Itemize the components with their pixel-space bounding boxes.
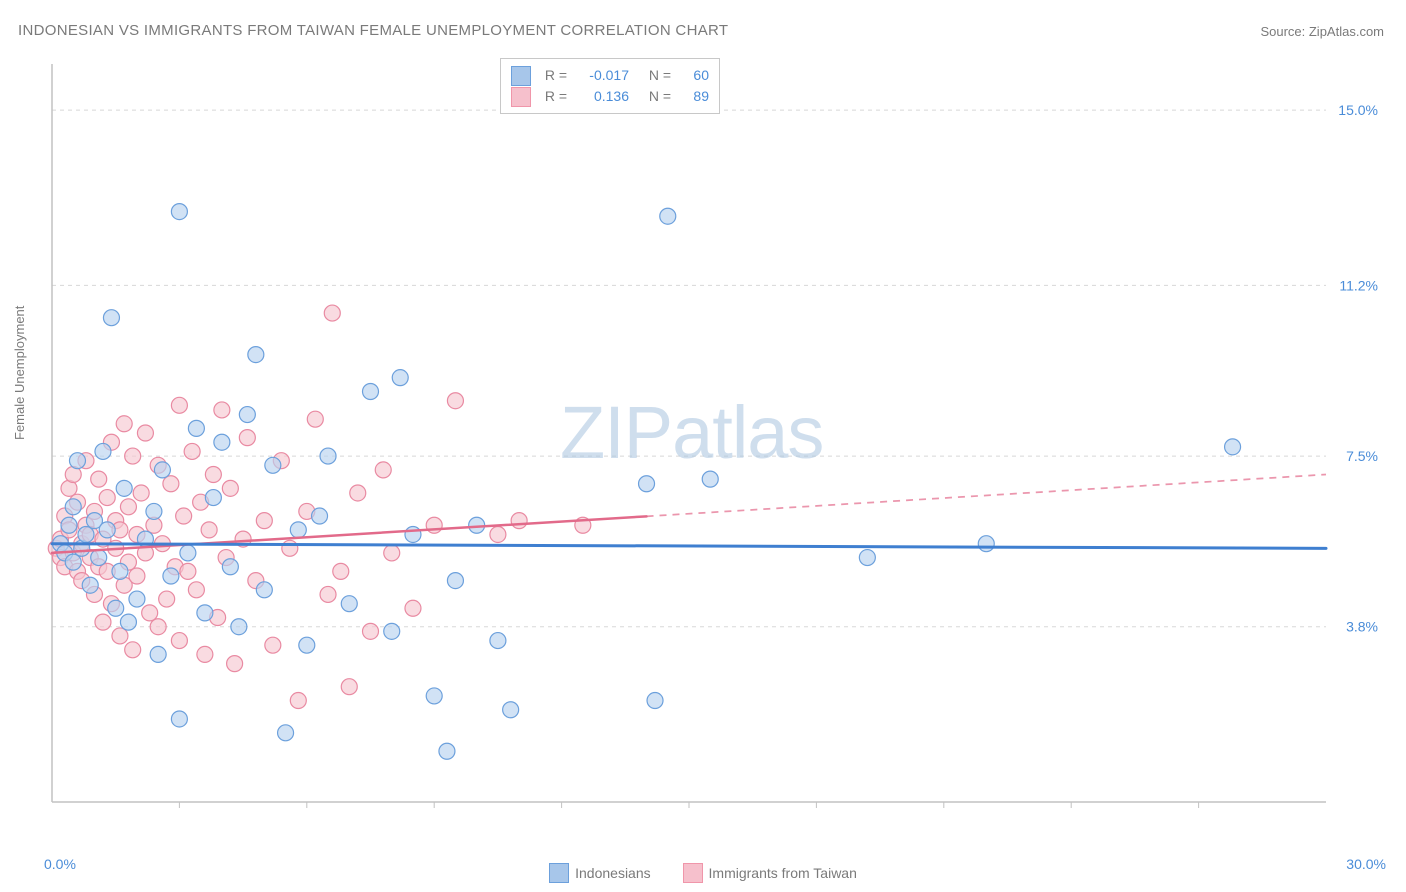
legend-label: Immigrants from Taiwan xyxy=(709,865,857,881)
svg-text:7.5%: 7.5% xyxy=(1346,448,1378,464)
chart-title: INDONESIAN VS IMMIGRANTS FROM TAIWAN FEM… xyxy=(18,22,728,39)
swatch-icon xyxy=(511,87,531,107)
legend-label: Indonesians xyxy=(575,865,651,881)
swatch-icon xyxy=(683,863,703,883)
scatter-chart: 3.8% 7.5% 11.2% 15.0% xyxy=(46,58,1386,818)
r-value: 0.136 xyxy=(575,86,629,107)
n-value: 60 xyxy=(679,65,709,86)
y-axis-label: Female Unemployment xyxy=(12,306,27,440)
legend: Indonesians Immigrants from Taiwan xyxy=(0,863,1406,886)
r-value: -0.017 xyxy=(575,65,629,86)
source-credit: Source: ZipAtlas.com xyxy=(1260,24,1384,39)
x-axis-max: 30.0% xyxy=(1346,856,1386,872)
svg-text:15.0%: 15.0% xyxy=(1338,102,1378,118)
stats-row: R = 0.136 N = 89 xyxy=(511,86,709,107)
legend-item: Immigrants from Taiwan xyxy=(683,863,857,883)
swatch-icon xyxy=(549,863,569,883)
x-axis-min: 0.0% xyxy=(44,856,76,872)
svg-text:11.2%: 11.2% xyxy=(1339,277,1378,293)
swatch-icon xyxy=(511,66,531,86)
svg-text:3.8%: 3.8% xyxy=(1346,619,1378,635)
n-value: 89 xyxy=(679,86,709,107)
stats-box: R = -0.017 N = 60 R = 0.136 N = 89 xyxy=(500,58,720,114)
stats-row: R = -0.017 N = 60 xyxy=(511,65,709,86)
legend-item: Indonesians xyxy=(549,863,651,883)
